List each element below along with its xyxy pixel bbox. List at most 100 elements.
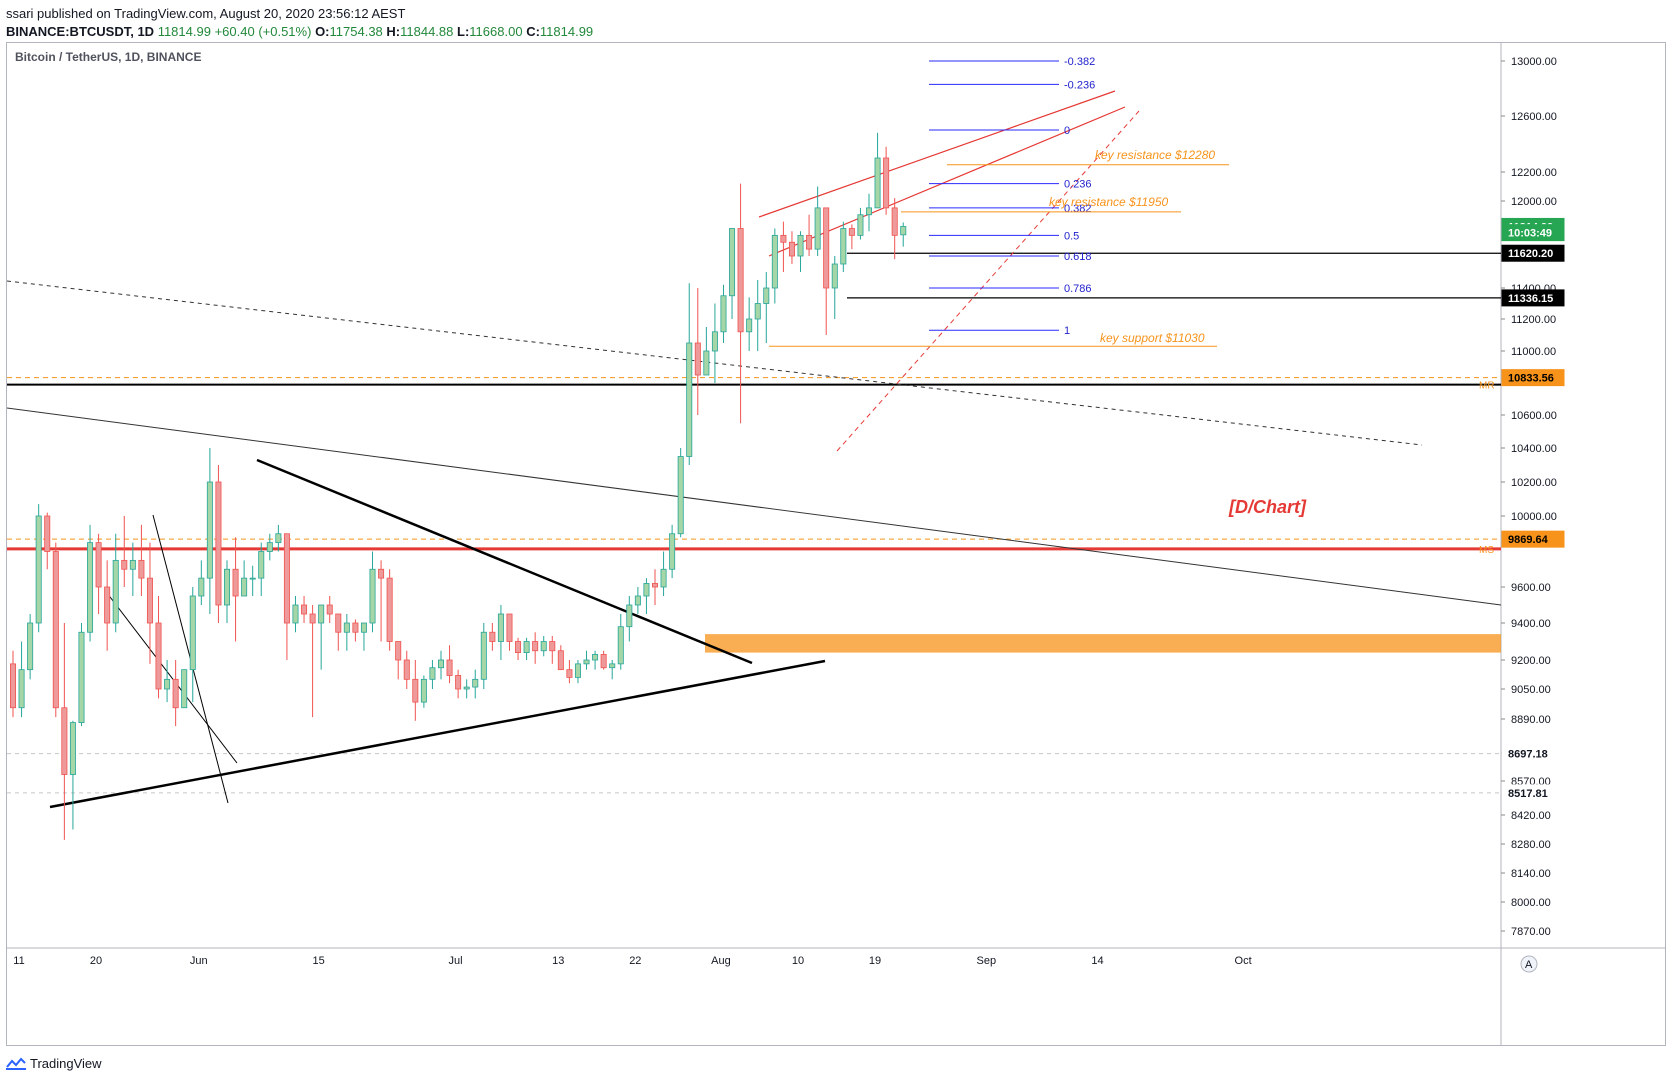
candle-body[interactable] (729, 228, 736, 297)
candle-body[interactable] (437, 659, 444, 669)
candle-body[interactable] (694, 342, 701, 376)
candle-body[interactable] (87, 542, 94, 633)
candle-body[interactable] (788, 241, 795, 257)
candle-body[interactable] (446, 659, 453, 676)
candle-body[interactable] (215, 481, 222, 606)
candle-body[interactable] (489, 631, 496, 642)
candle-body[interactable] (146, 577, 153, 624)
candle-body[interactable] (155, 622, 162, 690)
candle-body[interactable] (69, 722, 76, 775)
candle-body[interactable] (249, 577, 256, 580)
candle-body[interactable] (95, 542, 102, 588)
candle-body[interactable] (600, 654, 607, 669)
candle-body[interactable] (754, 303, 761, 320)
candle-body[interactable] (797, 234, 804, 257)
candle-body[interactable] (44, 515, 51, 552)
candle-body[interactable] (814, 207, 821, 250)
candle-body[interactable] (292, 604, 299, 624)
candle-body[interactable] (823, 207, 830, 289)
candle-body[interactable] (609, 663, 616, 669)
candle-body[interactable] (172, 678, 179, 709)
candle-body[interactable] (540, 641, 547, 652)
candle-body[interactable] (669, 533, 676, 570)
candle-body[interactable] (497, 613, 504, 642)
candle-body[interactable] (737, 228, 744, 333)
candle-body[interactable] (506, 613, 513, 642)
candle-body[interactable] (343, 622, 350, 633)
candle-body[interactable] (378, 568, 385, 579)
candle-body[interactable] (138, 559, 145, 579)
candle-body[interactable] (480, 631, 487, 680)
candle-body[interactable] (686, 342, 693, 457)
candle-body[interactable] (420, 678, 427, 703)
candle-body[interactable] (711, 331, 718, 352)
candle-body[interactable] (18, 669, 25, 709)
candle-body[interactable] (198, 577, 205, 597)
candle-body[interactable] (840, 228, 847, 265)
candle-body[interactable] (866, 207, 873, 216)
candle-body[interactable] (566, 669, 573, 678)
candle-body[interactable] (10, 663, 16, 709)
candle-body[interactable] (61, 707, 68, 775)
candle-body[interactable] (549, 641, 556, 652)
candle-body[interactable] (677, 456, 684, 535)
candle-body[interactable] (360, 622, 367, 633)
candle-body[interactable] (463, 686, 470, 690)
candle-body[interactable] (104, 586, 111, 624)
candle-body[interactable] (771, 234, 778, 289)
candle-body[interactable] (129, 559, 136, 570)
candle-body[interactable] (309, 613, 316, 624)
candle-body[interactable] (455, 675, 462, 690)
candle-body[interactable] (592, 654, 599, 661)
candle-body[interactable] (574, 663, 581, 678)
scale-mode-button[interactable] (1520, 955, 1538, 973)
scale-mode-label[interactable]: A (1525, 959, 1533, 971)
candle-body[interactable] (515, 641, 522, 654)
candle-body[interactable] (857, 214, 864, 236)
candle-body[interactable] (746, 318, 753, 333)
candle-body[interactable] (891, 207, 898, 236)
candle-body[interactable] (241, 577, 248, 597)
candle-body[interactable] (232, 568, 239, 597)
candle-body[interactable] (557, 650, 564, 671)
candle-body[interactable] (403, 659, 410, 680)
candle-body[interactable] (52, 551, 59, 709)
candle-body[interactable] (35, 515, 42, 624)
candle-body[interactable] (583, 659, 590, 665)
candle-body[interactable] (720, 295, 727, 333)
candle-body[interactable] (266, 542, 273, 552)
candle-body[interactable] (848, 228, 855, 236)
candle-body[interactable] (164, 678, 171, 690)
candle-body[interactable] (806, 234, 813, 250)
candle-body[interactable] (472, 678, 479, 688)
candle-body[interactable] (189, 595, 196, 671)
candle-body[interactable] (283, 533, 290, 624)
candle-body[interactable] (429, 667, 436, 680)
candle-body[interactable] (112, 559, 119, 624)
candle-body[interactable] (318, 604, 325, 624)
candle-body[interactable] (326, 604, 333, 615)
candle-body[interactable] (532, 641, 539, 652)
candle-body[interactable] (660, 568, 667, 588)
candle-body[interactable] (275, 533, 282, 544)
candle-body[interactable] (335, 613, 342, 633)
candle-body[interactable] (626, 604, 633, 628)
candle-body[interactable] (121, 559, 128, 570)
candle-body[interactable] (617, 626, 624, 665)
candle-body[interactable] (763, 287, 770, 304)
candle-body[interactable] (652, 583, 659, 588)
candle-body[interactable] (523, 641, 530, 654)
candle-body[interactable] (412, 678, 419, 703)
candle-body[interactable] (634, 595, 641, 606)
candle-body[interactable] (831, 263, 838, 289)
candle-body[interactable] (223, 568, 230, 606)
candle-body[interactable] (386, 577, 393, 642)
candle-body[interactable] (352, 622, 359, 633)
candle-body[interactable] (78, 631, 85, 723)
chart-frame[interactable]: Bitcoin / TetherUS, 1D, BINANCE -0.382 -0.… (6, 42, 1666, 1046)
candle-body[interactable] (780, 234, 787, 243)
candle-body[interactable] (643, 583, 650, 597)
candle-body[interactable] (883, 157, 890, 209)
candle-body[interactable] (703, 350, 710, 376)
candle-body[interactable] (900, 226, 907, 236)
